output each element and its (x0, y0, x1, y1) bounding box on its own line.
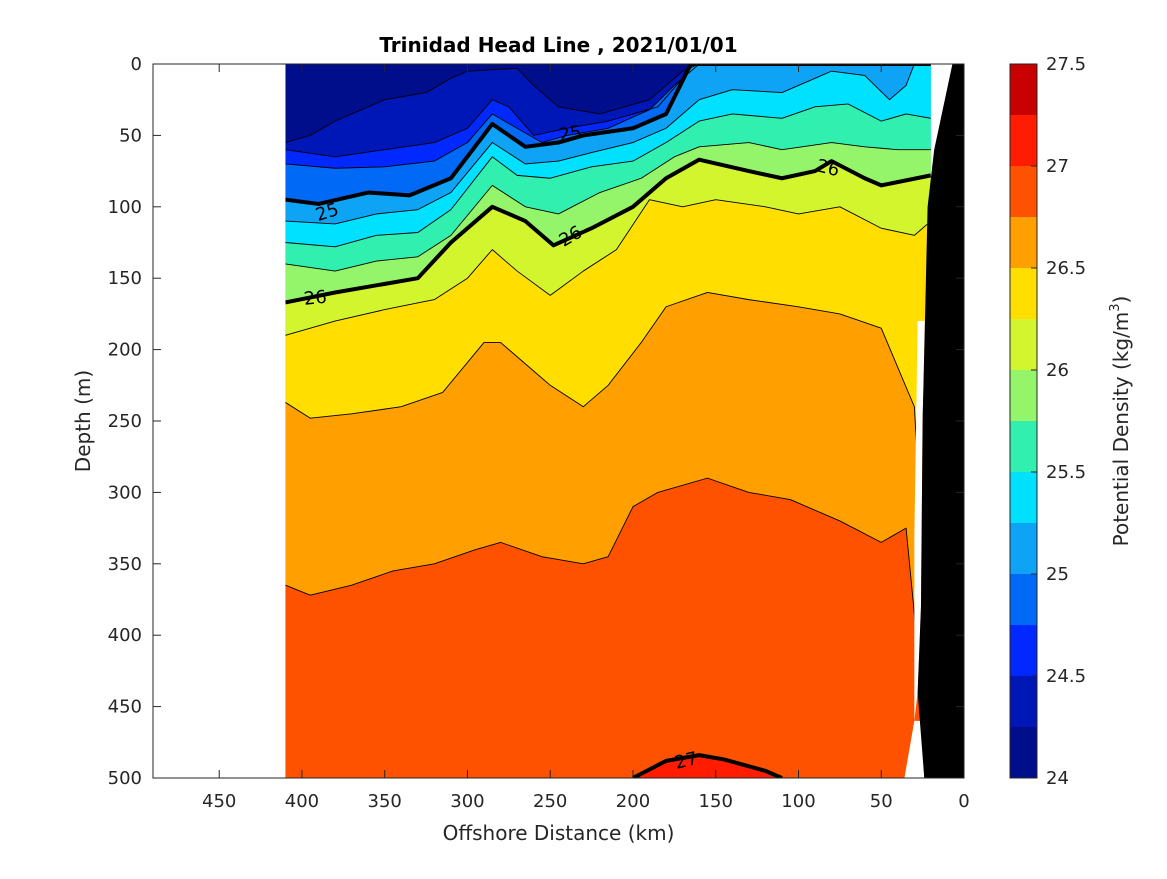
y-tick-label: 0 (131, 54, 142, 75)
contour-line (285, 64, 931, 143)
nearshore-gap (914, 64, 953, 721)
colorbar-label-superscript: 3 (1108, 303, 1123, 311)
colorbar-tick-label: 26.5 (1046, 258, 1086, 279)
y-tick-label: 100 (108, 197, 142, 218)
x-tick-label: 450 (202, 791, 236, 812)
colorbar-label-main: Potential Density (kg/m (1109, 312, 1133, 547)
contour-label: 26 (303, 287, 328, 310)
x-tick-label: 50 (870, 791, 893, 812)
x-tick-label: 300 (450, 791, 484, 812)
y-tick-label: 250 (108, 411, 142, 432)
colorbar-segment (1010, 319, 1037, 370)
contour-lines (285, 64, 932, 778)
x-tick-label: 0 (958, 791, 969, 812)
contour-line (285, 64, 931, 169)
colorbar-tick-label: 24 (1046, 768, 1069, 789)
y-tick-label: 350 (108, 554, 142, 575)
no-data-region (153, 64, 286, 778)
colorbar-segment (1010, 64, 1037, 115)
x-axis-label: Offshore Distance (km) (443, 821, 675, 845)
contour-bands (285, 64, 931, 778)
colorbar-tick-label: 25 (1046, 564, 1069, 585)
y-tick-label: 450 (108, 697, 142, 718)
y-tick-label: 300 (108, 482, 142, 503)
x-tick-label: 100 (781, 791, 815, 812)
y-tick-label: 150 (108, 268, 142, 289)
x-tick-label: 250 (533, 791, 567, 812)
seafloor-shape (917, 64, 964, 778)
contour-line (285, 142, 931, 272)
x-tick-label: 200 (616, 791, 650, 812)
no-data-region (904, 720, 925, 778)
contour-label: 25 (557, 122, 583, 147)
axes: 450 400 350 300 250 200 150 100 50 00501001502002… (108, 54, 970, 812)
contour-line (285, 292, 932, 465)
colorbar-segment (1010, 217, 1037, 268)
colorbar-tick-label: 24.5 (1046, 666, 1086, 687)
y-tick-label: 50 (119, 125, 142, 146)
colorbar-tick-label: 27.5 (1046, 54, 1086, 75)
colorbar-label-suffix: ) (1109, 296, 1133, 304)
colorbar-segment (1010, 115, 1037, 166)
colorbar-segment (1010, 370, 1037, 421)
x-tick-label: 150 (699, 791, 733, 812)
y-tick-label: 200 (108, 340, 142, 361)
contour-line (285, 64, 931, 158)
colorbar-segment (1010, 523, 1037, 574)
y-tick-label: 500 (108, 768, 142, 789)
colorbar-segment (1010, 727, 1037, 778)
masked-regions (153, 64, 964, 778)
colorbar-segment (1010, 574, 1037, 625)
colorbar-segment (1010, 472, 1037, 523)
bold-contour-line (285, 64, 931, 206)
colorbar-segment (1010, 421, 1037, 472)
colorbar-segment (1010, 625, 1037, 676)
y-axis-label: Depth (m) (71, 370, 95, 472)
x-tick-label: 350 (368, 791, 402, 812)
y-tick-label: 400 (108, 625, 142, 646)
colorbar-segment (1010, 166, 1037, 217)
colorbar: 24 24.5 25 25.5 26 26.5 27 27.5 (1009, 54, 1086, 789)
colorbar-label: Potential Density (kg/m3) (1108, 296, 1133, 547)
colorbar-segment (1010, 268, 1037, 319)
x-tick-label: 400 (285, 791, 319, 812)
contour-line (285, 477, 931, 665)
colorbar-frame (1009, 63, 1038, 779)
density-band (285, 478, 931, 778)
contour-line (285, 64, 931, 225)
colorbar-tick-label: 26 (1046, 360, 1069, 381)
bold-contour-line (285, 157, 932, 305)
colorbar-tick-label: 25.5 (1046, 462, 1086, 483)
chart-title: Trinidad Head Line , 2021/01/01 (379, 33, 737, 57)
colorbar-tick-label: 27 (1046, 156, 1069, 177)
contour-line (285, 199, 932, 336)
colorbar-segment (1010, 676, 1037, 727)
contour-line (285, 103, 931, 248)
bold-contour-line (632, 753, 783, 778)
